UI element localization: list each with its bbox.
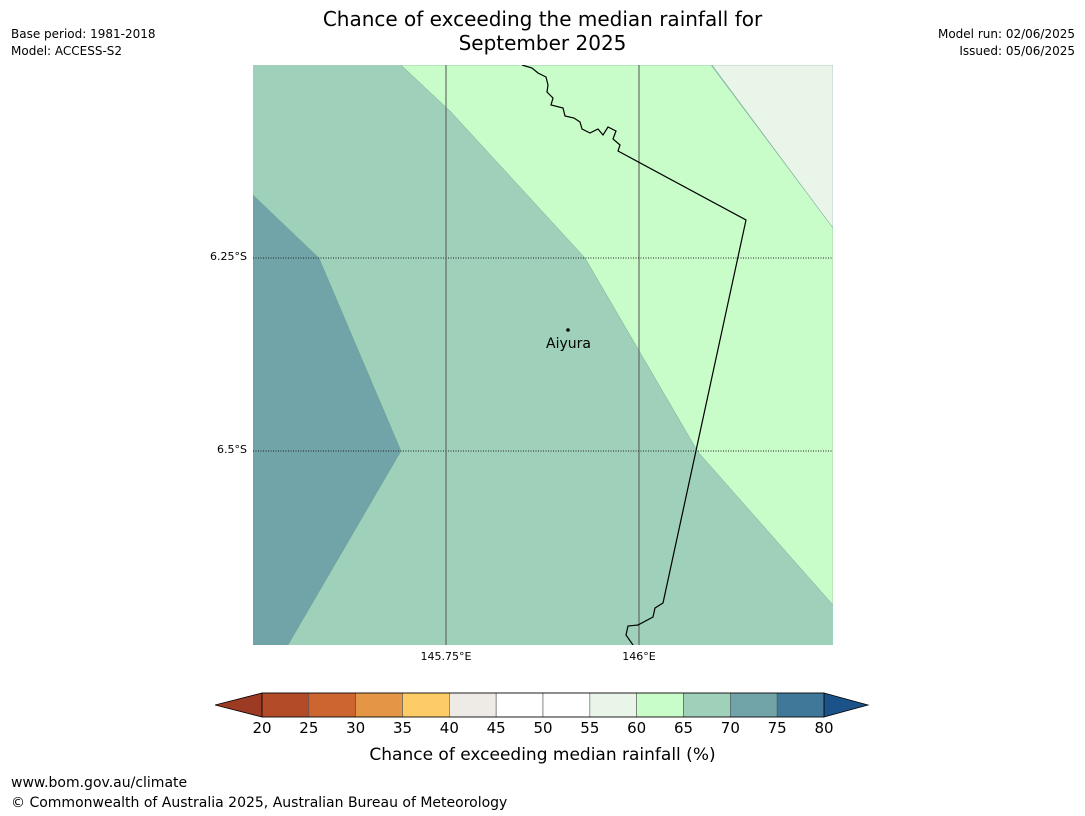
colorbar-segment <box>542 692 591 718</box>
colorbar-segment <box>589 692 637 718</box>
title-line-1: Chance of exceeding the median rainfall … <box>322 7 763 31</box>
lon-label-146: 146°E <box>622 650 656 663</box>
colorbar-tick-label: 40 <box>439 719 459 737</box>
colorbar-svg <box>214 692 870 718</box>
model-text: Model: ACCESS-S2 <box>11 44 123 58</box>
colorbar-segment <box>683 692 731 718</box>
meta-left: Base period: 1981-2018 Model: ACCESS-S2 <box>11 26 156 60</box>
colorbar-tick-label: 65 <box>673 719 694 737</box>
colorbar-tick-label: 20 <box>252 719 272 737</box>
region-60-65 <box>400 65 833 606</box>
colorbar <box>214 692 871 724</box>
colorbar-tick-label: 30 <box>346 719 366 737</box>
meta-right: Model run: 02/06/2025 Issued: 05/06/2025 <box>938 26 1075 60</box>
footer-copyright: © Commonwealth of Australia 2025, Austra… <box>11 795 508 811</box>
colorbar-segment <box>636 692 684 718</box>
colorbar-tick-label: 55 <box>580 719 600 737</box>
colorbar-segment <box>402 692 450 718</box>
title-line-2: September 2025 <box>458 31 627 55</box>
colorbar-tick-label: 70 <box>720 719 740 737</box>
border-line <box>521 65 747 645</box>
colorbar-segment <box>308 692 356 718</box>
colorbar-segment <box>261 692 310 718</box>
colorbar-tick-label: 60 <box>627 719 647 737</box>
colorbar-tick-label: 80 <box>814 719 834 737</box>
model-run-text: Model run: 02/06/2025 <box>937 27 1075 41</box>
colorbar-segment <box>776 692 825 718</box>
footer-url[interactable]: www.bom.gov.au/climate <box>11 775 188 791</box>
map-svg <box>253 65 833 645</box>
colorbar-tick-label: 50 <box>533 719 553 737</box>
colorbar-tick-label: 75 <box>767 719 787 737</box>
region-55-60 <box>711 65 833 229</box>
region-70-75 <box>253 194 402 645</box>
colorbar-over-arrow <box>823 692 870 718</box>
colorbar-tick-label: 35 <box>392 719 413 737</box>
lat-label-6-5: 6.5°S <box>217 443 247 456</box>
city-marker <box>566 328 570 332</box>
city-label-aiyura: Aiyura <box>546 336 591 352</box>
colorbar-label: Chance of exceeding median rainfall (%) <box>369 745 716 765</box>
map-panel <box>253 65 833 645</box>
lat-label-6-25: 6.25°S <box>210 250 247 263</box>
colorbar-frame <box>261 692 825 718</box>
colorbar-segment <box>355 692 403 718</box>
base-period-text: Base period: 1981-2018 <box>11 27 156 41</box>
map-title: Chance of exceeding the median rainfall … <box>0 7 1085 55</box>
colorbar-tick-label: 45 <box>486 719 506 737</box>
colorbar-under-arrow <box>214 692 263 718</box>
colorbar-segment <box>449 692 497 718</box>
colorbar-segment <box>730 692 778 718</box>
colorbar-segment <box>495 692 544 718</box>
lon-label-145-75: 145.75°E <box>420 650 472 663</box>
issued-text: Issued: 05/06/2025 <box>959 44 1075 58</box>
colorbar-tick-label: 25 <box>299 719 319 737</box>
